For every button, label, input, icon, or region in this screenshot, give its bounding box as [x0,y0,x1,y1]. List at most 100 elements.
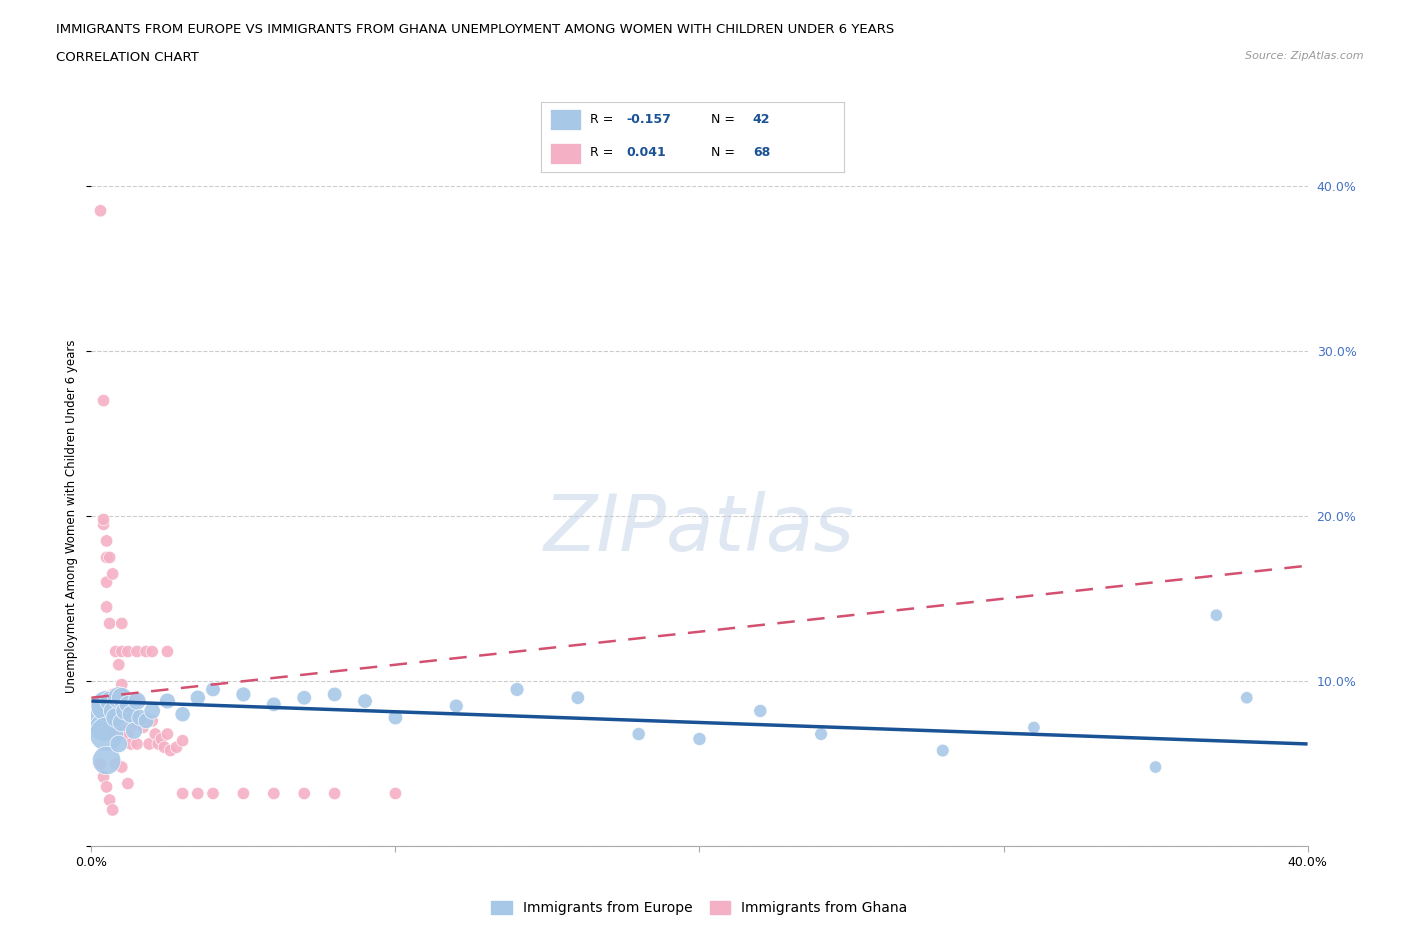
Point [101,703,124,718]
Point [104,644,127,659]
Point [148,737,170,751]
Point [96,779,118,794]
Point [135,711,157,725]
Point [384,786,406,801]
Point [263,697,285,711]
Point [101,803,124,817]
Point [156,726,179,741]
Point [111,690,134,705]
Point [120,737,142,751]
Point [263,786,285,801]
Point [323,687,346,702]
Point [172,707,194,722]
Point [135,713,157,728]
Point [129,713,152,728]
Point [187,690,209,705]
Point [1205,608,1227,623]
Text: ZIPatlas: ZIPatlas [544,491,855,567]
Point [931,743,953,758]
Text: N =: N = [710,146,738,159]
Point [96,534,118,549]
Point [96,698,118,713]
Point [506,682,529,697]
Point [138,737,160,751]
Point [93,720,115,735]
Point [1022,720,1045,735]
Point [98,694,121,709]
Point [104,711,127,725]
Point [749,703,772,718]
Point [111,677,134,692]
Point [141,713,163,728]
Point [107,658,129,672]
Point [93,769,115,784]
Point [89,707,111,722]
Point [117,777,139,791]
Text: N =: N = [710,113,738,126]
Point [107,690,129,705]
Text: Source: ZipAtlas.com: Source: ZipAtlas.com [1246,51,1364,61]
Point [122,717,145,732]
Point [323,786,346,801]
Point [567,690,589,705]
Point [122,724,145,738]
Point [111,616,134,631]
Point [111,715,134,730]
Point [93,393,115,408]
Point [125,644,148,659]
Point [111,760,134,775]
Text: CORRELATION CHART: CORRELATION CHART [56,51,200,64]
Point [810,726,832,741]
Point [96,753,118,768]
Point [156,694,179,709]
Point [117,644,139,659]
Point [292,786,315,801]
Legend: Immigrants from Europe, Immigrants from Ghana: Immigrants from Europe, Immigrants from … [491,901,908,915]
Text: R =: R = [589,113,617,126]
Point [125,694,148,709]
Point [156,644,179,659]
Text: IMMIGRANTS FROM EUROPE VS IMMIGRANTS FROM GHANA UNEMPLOYMENT AMONG WOMEN WITH CH: IMMIGRANTS FROM EUROPE VS IMMIGRANTS FRO… [56,23,894,36]
Point [120,707,142,722]
Point [143,726,166,741]
Point [107,737,129,751]
Point [96,726,118,741]
Point [107,697,129,711]
Point [150,732,173,747]
Point [159,743,181,758]
Point [96,575,118,590]
Point [125,694,148,709]
Point [187,786,209,801]
Text: 42: 42 [754,113,770,126]
Point [1236,690,1258,705]
Point [120,711,142,725]
Point [292,690,315,705]
Point [135,644,157,659]
Point [627,726,650,741]
Point [129,711,152,725]
Point [354,694,377,709]
Point [141,644,163,659]
Text: -0.157: -0.157 [626,113,671,126]
Point [114,724,136,738]
Point [96,600,118,615]
Point [111,644,134,659]
Point [232,786,254,801]
Point [89,756,111,771]
Point [1144,760,1167,775]
Point [101,687,124,702]
Point [166,740,188,755]
Point [93,517,115,532]
Point [117,694,139,709]
Point [98,711,121,725]
Point [104,715,127,730]
Point [111,697,134,711]
Point [202,682,225,697]
Point [125,737,148,751]
Point [444,698,467,713]
Point [93,512,115,527]
Point [153,740,176,755]
Point [117,697,139,711]
Point [688,732,710,747]
Point [172,733,194,748]
